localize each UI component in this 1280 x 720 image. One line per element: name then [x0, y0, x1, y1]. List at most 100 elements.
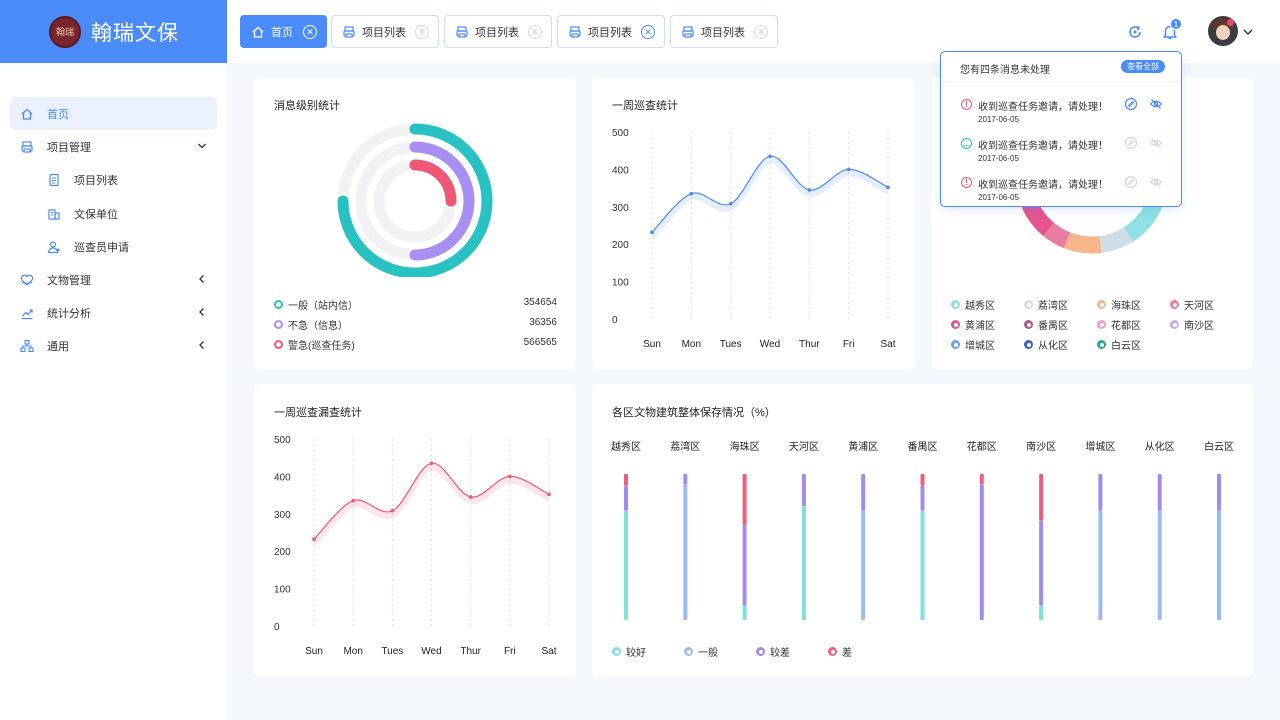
x-tick-label: Sun [305, 646, 323, 657]
printer-icon [568, 25, 582, 39]
message-level-card: 消息级别统计 一般（站内信） 354654 不急（信息） 36356 警急(巡查… [254, 77, 576, 370]
bar-segment [1098, 474, 1103, 511]
sidebar-item-label: 项目管理 [47, 141, 91, 154]
notification-date: 2017-06-05 [978, 115, 1019, 124]
legend-item: 增城区 [951, 337, 995, 352]
refresh-icon[interactable] [1126, 23, 1144, 41]
data-point [429, 461, 434, 466]
tab-project-list-3[interactable]: 项目列表 ✕ [557, 15, 665, 48]
home-icon [251, 25, 265, 39]
sidebar-item-label: 项目列表 [74, 174, 118, 187]
x-tick-label: Sat [880, 339, 895, 350]
bar-segment [1098, 510, 1103, 620]
legend-item: 越秀区 [951, 297, 995, 312]
bar-segment [979, 484, 984, 620]
chevron-down-icon[interactable] [1242, 26, 1254, 38]
tab-project-list-4[interactable]: 项目列表 ✕ [670, 15, 778, 48]
category-label: 海珠区 [730, 440, 760, 453]
sidebar-item-heritage-units[interactable]: 文保单位 [10, 197, 217, 230]
avatar[interactable] [1208, 16, 1238, 46]
tab-project-list-2[interactable]: 项目列表 ✕ [444, 15, 552, 48]
seal-logo-icon: 翰瑞 [49, 15, 81, 48]
bar-segment [742, 605, 747, 620]
bar-segment [1157, 474, 1162, 511]
process-icon[interactable] [1124, 175, 1138, 189]
close-icon[interactable]: ✕ [303, 25, 317, 39]
x-tick-label: Tues [381, 646, 403, 657]
sidebar: 首页 项目管理 项目列表 文保单位 巡查员申请 文物管理 统计分析 通用 [0, 63, 227, 720]
y-tick-label: 500 [612, 128, 629, 139]
sidebar-item-label: 巡查员申请 [74, 241, 129, 254]
close-icon[interactable]: ✕ [754, 25, 768, 39]
view-all-button[interactable]: 查看全部 [1121, 60, 1165, 73]
sidebar-item-inspector-application[interactable]: 巡查员申请 [10, 230, 217, 263]
close-icon[interactable]: ✕ [641, 25, 655, 39]
document-icon [47, 173, 61, 187]
ring-arc [337, 123, 493, 277]
sidebar-item-home[interactable]: 首页 [10, 97, 217, 130]
printer-icon [20, 140, 34, 154]
weekly-patrol-card: 一周巡查统计 0 100 200 300 400 500 Sun Mon Tues Wed Thur… [592, 77, 915, 370]
home-icon [20, 107, 34, 121]
preservation-card: 各区文物建筑整体保存情况（%） 越秀区 荔湾区 海珠区 天河区 黄浦区 番禺区 花都区 南沙区… [592, 384, 1253, 676]
app-logo[interactable]: 翰瑞 翰瑞文保 [0, 0, 227, 63]
sidebar-item-general[interactable]: 通用 [10, 329, 217, 362]
legend-item: 警急(巡查任务) [274, 337, 355, 352]
y-tick-label: 0 [274, 622, 280, 633]
legend-value: 566565 [523, 337, 557, 348]
tab-label: 项目列表 [362, 26, 406, 39]
y-tick-label: 100 [612, 278, 629, 289]
hide-icon[interactable] [1149, 97, 1163, 111]
bar-segment [624, 474, 628, 486]
x-tick-label: Thur [799, 339, 820, 350]
hide-icon[interactable] [1149, 136, 1163, 150]
x-tick-label: Thur [460, 646, 481, 657]
sidebar-item-statistics[interactable]: 统计分析 [10, 296, 217, 329]
data-point [768, 154, 772, 159]
tab-label: 项目列表 [588, 26, 632, 39]
x-tick-label: Sat [541, 646, 556, 657]
process-icon[interactable] [1124, 136, 1138, 150]
category-label: 增城区 [1085, 440, 1115, 453]
chevron-left-icon [197, 340, 207, 350]
process-icon[interactable] [1124, 97, 1138, 111]
bar-segment [1039, 605, 1044, 620]
tab-label: 首页 [271, 26, 293, 39]
alert-icon: ! [961, 177, 972, 188]
y-tick-label: 0 [612, 315, 618, 326]
weekly-patrol-line-chart: 0 100 200 300 400 500 Sun Mon Tues Wed Thur Fri Sat [612, 128, 896, 350]
notification-item[interactable]: ! 收到巡查任务邀请，请处理！ 2017-06-05 [961, 96, 1171, 126]
donut-slice [1043, 222, 1071, 249]
category-label: 番禺区 [908, 441, 938, 453]
hide-icon[interactable] [1149, 175, 1163, 189]
legend-value: 36356 [529, 317, 557, 328]
sidebar-item-project-management[interactable]: 项目管理 [10, 130, 217, 163]
donut-slice [1099, 227, 1133, 253]
trend-icon [20, 306, 34, 320]
notification-item[interactable]: ! 收到巡查任务邀请，请处理！ 2017-06-05 [961, 174, 1171, 204]
bar-segment [801, 506, 806, 620]
category-label: 白云区 [1204, 440, 1234, 453]
sidebar-item-relic-management[interactable]: 文物管理 [10, 263, 217, 296]
legend-item: 一般 [684, 644, 718, 659]
data-point [390, 509, 395, 513]
bar-segment [1217, 474, 1221, 511]
tab-project-list-1[interactable]: 项目列表 ✕ [331, 15, 439, 48]
bar-segment [861, 474, 866, 511]
data-point [728, 202, 733, 206]
category-label: 黄浦区 [848, 440, 878, 453]
category-label: 花都区 [967, 440, 997, 453]
notification-item[interactable]: … 收到巡查任务邀请，请处理！ 2017-06-05 [961, 135, 1171, 165]
top-bar: 首页 ✕ 项目列表 ✕ 项目列表 ✕ 项目列表 ✕ 项目列表 ✕ [227, 0, 1280, 63]
category-label: 从化区 [1145, 440, 1175, 453]
line-shadow [649, 157, 890, 239]
data-point [846, 167, 851, 172]
tab-home[interactable]: 首页 ✕ [240, 15, 327, 48]
close-icon[interactable]: ✕ [415, 25, 429, 39]
legend-item: 差 [828, 644, 852, 659]
sidebar-item-project-list[interactable]: 项目列表 [10, 163, 217, 196]
x-tick-label: Mon [343, 646, 362, 657]
y-tick-label: 400 [612, 165, 629, 176]
weekly-missed-line-chart: 0 100 200 300 400 500 Sun Mon Tues Wed Thur Fri Sat [274, 435, 557, 657]
close-icon[interactable]: ✕ [528, 25, 542, 39]
